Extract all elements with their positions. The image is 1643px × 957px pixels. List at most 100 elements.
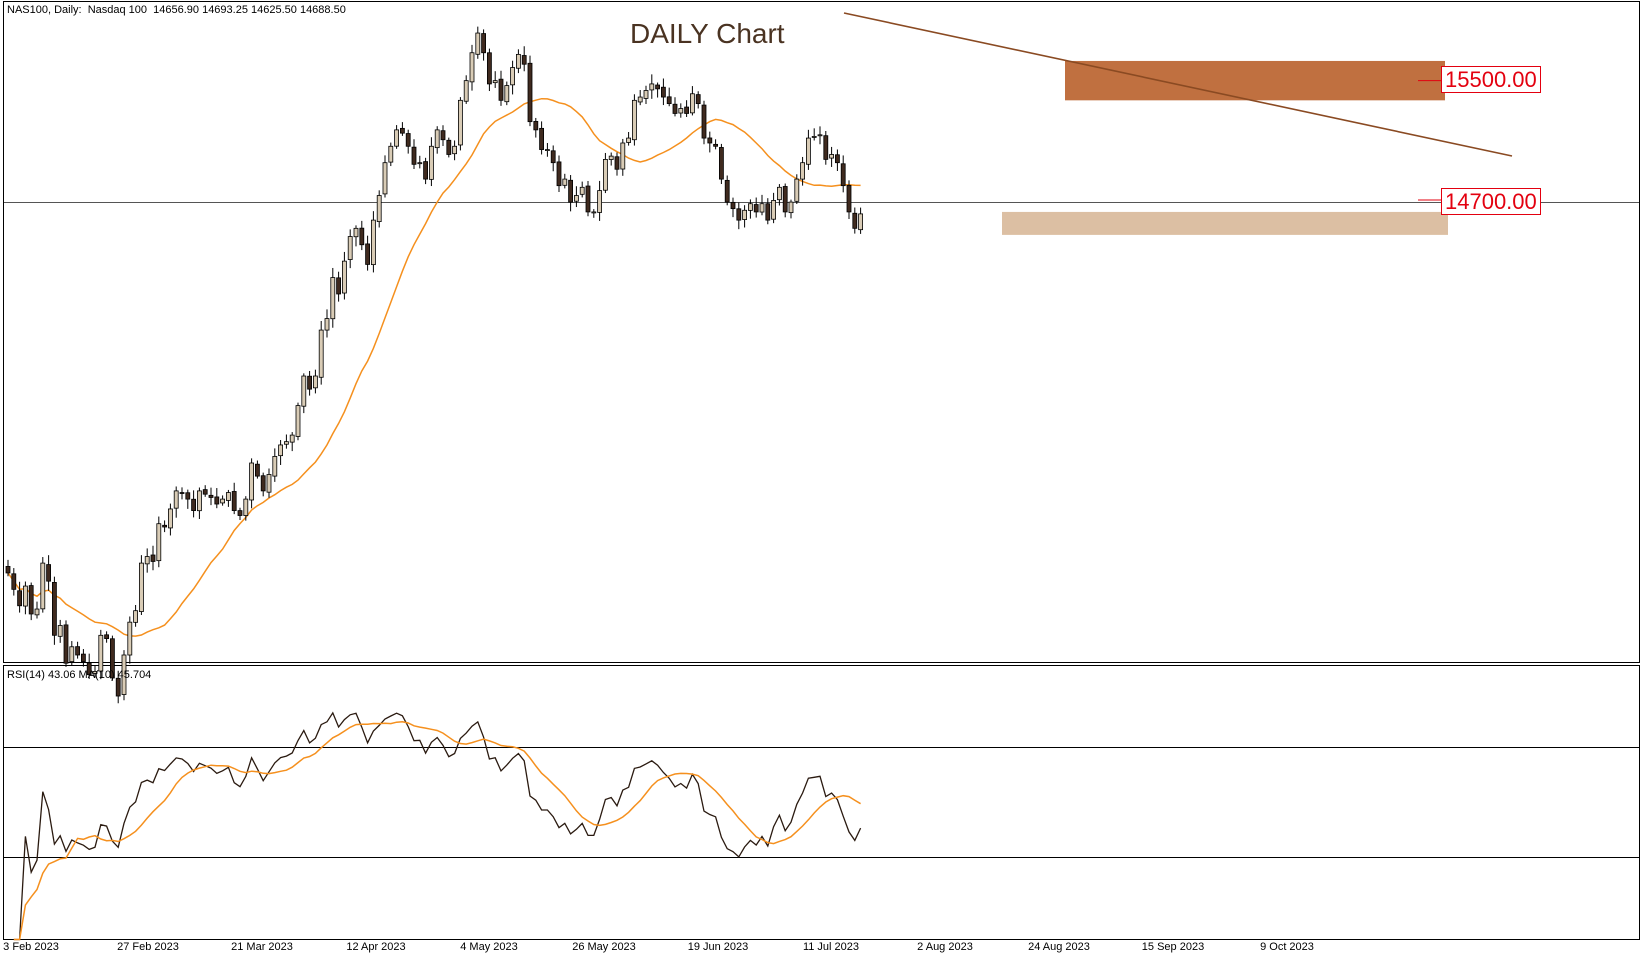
candle-body-up bbox=[597, 190, 602, 213]
candle-body-up bbox=[788, 201, 794, 214]
candle-body-down bbox=[254, 463, 260, 477]
candle-body-down bbox=[724, 179, 730, 203]
x-axis-label: 9 Oct 2023 bbox=[1260, 941, 1314, 953]
candle-body-up bbox=[545, 149, 550, 151]
candle-body-up bbox=[173, 490, 179, 509]
main-panel-frame bbox=[3, 1, 1640, 663]
candle bbox=[417, 155, 423, 169]
candle-body-down bbox=[719, 147, 724, 180]
candle-body-up bbox=[266, 474, 272, 493]
candle bbox=[243, 496, 249, 521]
candle-body-down bbox=[231, 491, 237, 511]
candle-body-down bbox=[823, 135, 829, 160]
candle-body-up bbox=[92, 671, 98, 674]
candle-body-down bbox=[17, 590, 23, 607]
candle-body-down bbox=[28, 585, 34, 615]
candle bbox=[695, 91, 701, 109]
candle-body-down bbox=[585, 185, 591, 213]
candle bbox=[510, 60, 516, 95]
candle bbox=[133, 604, 139, 627]
candle-body-up bbox=[632, 99, 637, 141]
candle bbox=[225, 489, 231, 507]
candle bbox=[632, 94, 637, 146]
candle-body-up bbox=[457, 99, 463, 146]
candle bbox=[40, 557, 46, 613]
candle-body-down bbox=[115, 677, 121, 697]
candle bbox=[324, 309, 330, 338]
candle-body-up bbox=[127, 621, 133, 656]
candle-body-down bbox=[307, 375, 313, 390]
candle bbox=[817, 126, 823, 145]
candle-body-down bbox=[63, 624, 69, 664]
candle-body-up bbox=[318, 329, 324, 378]
candle-body-up bbox=[57, 625, 63, 637]
candle-body-down bbox=[260, 475, 266, 492]
rsi-moving-average-line bbox=[13, 721, 861, 941]
candle-body-up bbox=[492, 80, 498, 84]
candle-body-down bbox=[5, 566, 11, 574]
candle bbox=[11, 568, 17, 596]
candle-body-down bbox=[208, 494, 214, 498]
candle-body-up bbox=[138, 562, 144, 612]
candle-body-down bbox=[533, 120, 539, 131]
candle bbox=[359, 220, 365, 251]
candle bbox=[521, 46, 527, 72]
candle bbox=[260, 472, 266, 497]
candle-body-up bbox=[579, 186, 585, 195]
candle-body-up bbox=[196, 490, 202, 512]
candle-body-up bbox=[283, 441, 289, 445]
candle-body-down bbox=[556, 161, 562, 187]
candle bbox=[516, 49, 521, 74]
candle-body-up bbox=[272, 456, 278, 477]
candle bbox=[144, 548, 150, 573]
candle bbox=[637, 90, 643, 106]
candle bbox=[806, 129, 811, 170]
x-axis-label: 2 Aug 2023 bbox=[917, 941, 973, 953]
candle bbox=[336, 271, 342, 302]
candle bbox=[562, 173, 568, 189]
candle-body-down bbox=[661, 86, 666, 98]
candle bbox=[75, 641, 80, 659]
candle bbox=[173, 486, 179, 518]
candle bbox=[800, 156, 805, 186]
candle bbox=[347, 229, 353, 269]
candle-body-up bbox=[243, 498, 249, 516]
candle-body-up bbox=[22, 585, 28, 607]
candle bbox=[452, 140, 458, 161]
candle-body-down bbox=[11, 573, 17, 590]
candle-body-up bbox=[759, 203, 765, 213]
x-axis-label: 3 Feb 2023 bbox=[3, 941, 59, 953]
candle-body-up bbox=[771, 200, 776, 220]
candle-body-up bbox=[643, 90, 649, 99]
candle-body-up bbox=[620, 142, 626, 170]
candle bbox=[167, 503, 173, 536]
candle bbox=[5, 559, 11, 577]
candle-body-down bbox=[150, 554, 156, 562]
candle bbox=[254, 460, 260, 479]
candle-body-up bbox=[794, 178, 800, 202]
candle-body-up bbox=[829, 154, 834, 159]
candle bbox=[365, 235, 371, 271]
candle-body-down bbox=[191, 498, 197, 511]
candle bbox=[858, 207, 863, 234]
candle-body-up bbox=[133, 610, 139, 623]
candle bbox=[486, 48, 492, 92]
resistance-zone-15500 bbox=[1065, 60, 1445, 101]
candle-body-up bbox=[608, 155, 614, 160]
candle-body-up bbox=[69, 646, 75, 663]
candle bbox=[661, 78, 666, 106]
candle bbox=[568, 175, 573, 212]
candle bbox=[17, 581, 23, 613]
candle bbox=[788, 199, 794, 219]
candle bbox=[591, 209, 597, 218]
candle-body-up bbox=[34, 608, 40, 616]
candle bbox=[504, 81, 510, 106]
candle-body-up bbox=[40, 562, 46, 610]
candle-body-up bbox=[278, 444, 284, 457]
candle bbox=[63, 620, 69, 667]
candle bbox=[388, 142, 394, 167]
candle bbox=[289, 432, 295, 452]
candle-body-down bbox=[655, 84, 660, 90]
candle bbox=[649, 74, 655, 99]
candle-body-down bbox=[782, 186, 788, 213]
